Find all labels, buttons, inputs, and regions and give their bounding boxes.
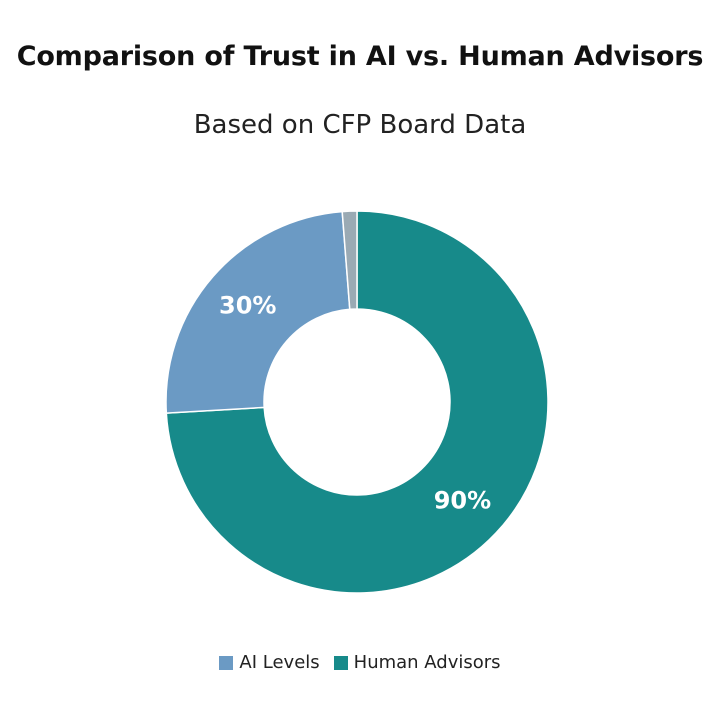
donut-slice-ai-levels[interactable]	[165, 210, 351, 414]
chart-subtitle: Based on CFP Board Data	[193, 110, 527, 140]
legend-swatch-human-advisors	[333, 655, 348, 670]
donut-slices	[165, 210, 549, 594]
donut-slice-human-advisors[interactable]	[165, 210, 549, 594]
slice-label-ai-levels: 30%	[219, 292, 276, 320]
legend-swatch-ai-levels	[219, 655, 234, 670]
legend-item-human-advisors[interactable]: Human Advisors	[333, 652, 501, 673]
donut-slice-other[interactable]	[341, 210, 358, 311]
legend-label-ai-levels: AI Levels	[239, 652, 320, 673]
slice-label-human-advisors: 90%	[434, 487, 491, 515]
donut-slice-labels: 90% 30%	[219, 292, 491, 515]
chart-legend: AI Levels Human Advisors	[0, 652, 720, 673]
legend-label-human-advisors: Human Advisors	[353, 652, 501, 673]
legend-item-ai-levels[interactable]: AI Levels	[219, 652, 320, 673]
chart-title: Comparison of Trust in AI vs. Human Advi…	[16, 41, 704, 72]
